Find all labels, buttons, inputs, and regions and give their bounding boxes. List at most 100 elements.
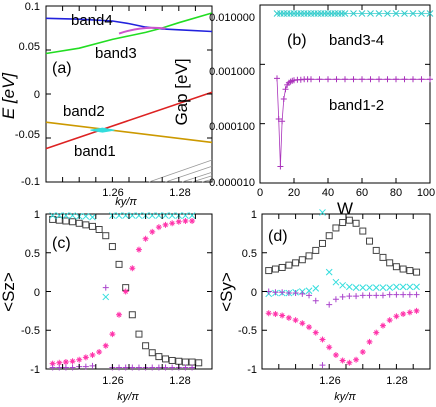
panel-c-point-s0-17 [162,355,170,363]
panel-c-point-s3-14 [149,364,156,371]
panel-c-point-s2-5 [82,212,90,220]
panel-a-highlight-upper [118,26,166,35]
panel-d-tag: (d) [268,228,288,245]
panel-b-tag: (b) [287,32,307,49]
panel-b: 0.010000 0.001000 0.000100 0.000010 0 20… [172,4,435,218]
panel-d-point-s3-22 [413,291,420,298]
panel-d-point-s0-18 [386,259,394,267]
panel-b-tick-y-3: 0.000010 [209,177,255,189]
panel-b-xlabel: W [337,199,353,218]
panel-c-point-s2-11 [128,212,136,219]
panel-d-point-s3-18 [386,291,393,298]
panel-d-point-s1-18 [386,317,393,324]
panel-b-tick-x-3: 60 [356,187,368,199]
panel-d-point-s1-15 [366,338,373,345]
panel-a-band-line-1 [45,12,213,55]
panel-b-tick-x-0: 0 [257,187,263,199]
panel-c-point-s2-16 [162,212,169,219]
panel-c-point-s3-10 [122,364,129,371]
panel-c-point-s2-0 [49,212,56,219]
panel-c-point-s0-1 [55,216,63,224]
panel-c-point-s0-21 [188,358,196,366]
panel-d-point-s1-8 [319,336,326,343]
panel-b-tick-y-1: 0.001000 [209,66,255,78]
panel-d-point-s3-17 [379,292,386,299]
panel-c-point-s2-3 [69,212,76,219]
panel-d-point-s3-10 [332,296,339,303]
panel-a-band-line-0 [45,17,213,33]
panel-c-point-s2-20 [188,212,196,219]
panel-d-tick-x-1: 1.28 [386,375,407,387]
panel-c-tick-x-1: 1.28 [169,375,190,387]
panel-c-point-s2-1 [55,212,63,219]
panel-a-tick-x-0: 1.26 [102,187,123,199]
panel-d-point-s2-16 [372,284,380,291]
panel-c-point-s3-20 [189,364,196,371]
panel-d-ylabel: <Sy> [217,272,236,312]
panel-d-point-s0-2 [278,263,286,271]
panel-d-point-s2-7 [312,285,320,292]
panel-d-point-s0-4 [292,259,300,267]
panel-d-point-s1-9 [326,344,333,351]
panel-c-point-s1-4 [76,356,83,363]
panel-b-tick-x-4: 80 [390,187,402,199]
panel-c-tick-y-3: -0.5 [21,325,40,337]
panel-b-ylabel: Gap [eV] [172,58,191,125]
panel-a-band-line-2 [45,91,213,150]
panel-d-point-s0-0 [265,267,273,275]
panel-c-tick-y-2: 0 [34,287,40,299]
panel-c-point-s3-9 [116,364,123,371]
panel-a-tick-y-0: 0.1 [25,1,40,13]
panel-c-point-s0-7 [95,226,103,233]
panel-b-ticks [259,4,431,184]
panel-d-point-s2-12 [346,283,353,291]
panel-a-band-line-4 [148,159,213,183]
panel-d-point-s2-9 [325,268,333,276]
panel-d-point-s3-20 [400,291,407,298]
panel-c-point-s3-0 [49,364,56,371]
panel-c-tick-x-0: 1.26 [102,375,123,387]
panel-d-point-s3-14 [359,292,366,299]
panel-c-point-s1-14 [142,235,149,242]
panel-d-point-s2-22 [413,283,420,291]
panel-d-point-s0-20 [399,265,407,273]
panel-c-point-s1-5 [82,354,89,361]
panel-c-point-s1-7 [96,348,103,355]
panel-d-point-s1-5 [299,320,306,327]
panel-b-label-34: band3-4 [329,32,384,49]
panel-a-band-line-3 [45,121,213,144]
panel-d-point-s0-5 [298,256,306,264]
panel-c-point-s1-9 [109,331,116,338]
panel-c-point-s1-10 [116,311,123,318]
panel-d-point-s3-7 [312,297,319,304]
panel-a-tick-y-1: 0.05 [19,41,40,53]
panel-c-point-s3-16 [162,364,169,371]
panel-c-point-s3-2 [62,364,69,371]
panel-d-point-s2-14 [359,284,367,291]
panel-d-point-s1-2 [279,312,286,319]
panel-d-point-s0-1 [271,265,279,273]
panel-d-point-s3-15 [366,292,373,299]
panel-c-point-s2-6 [89,213,96,221]
panel-d-point-s3-13 [353,293,360,300]
panel-a-ticks [46,5,212,183]
panel-c-point-s3-17 [169,364,176,371]
panel-c-point-s2-7 [102,293,110,301]
panel-c-point-s1-21 [189,217,196,224]
panel-c-point-s2-17 [168,212,176,219]
panel-d-point-s0-15 [366,237,374,245]
panel-c-tick-y-4: -1 [30,364,40,376]
panel-c-point-s0-10 [115,260,123,268]
panel-b-series-line-1 [276,78,430,167]
panel-b-tick-y-0: 0.010000 [209,12,255,24]
panel-c-xlabel: ky/π [117,391,139,403]
panel-c-point-s1-15 [149,228,156,235]
panel-d-point-s0-16 [372,246,380,254]
panel-d-tick-y-0: 1 [251,209,257,221]
panel-d-point-s2-21 [406,283,414,291]
panel-c-point-s0-16 [155,353,163,361]
panel-c-point-s1-19 [175,218,182,225]
panel-a-tick-y-3: -0.05 [15,129,40,141]
panel-d-point-s2-11 [339,281,346,289]
panel-d-point-s1-11 [339,357,346,364]
